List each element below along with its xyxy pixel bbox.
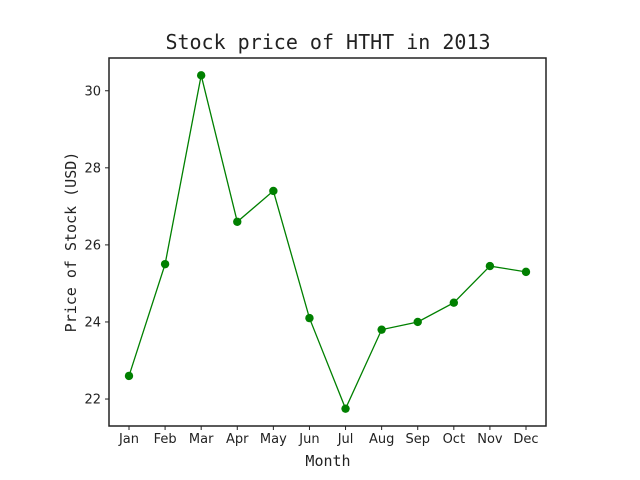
x-tick-label: Dec <box>513 432 538 447</box>
y-tick-label: 28 <box>84 161 101 176</box>
x-tick-label: Jan <box>118 432 139 447</box>
x-tick-label: Feb <box>154 432 177 447</box>
data-point <box>449 298 459 307</box>
x-tick-label: May <box>260 432 287 447</box>
x-axis-label: Month <box>305 452 350 470</box>
x-axis: Jan Feb Mar Apr May Jun Jul Aug Sep Oct Nov Dec <box>118 426 539 447</box>
x-tick-label: Nov <box>477 432 503 447</box>
data-point <box>305 313 314 323</box>
x-tick-label: Jun <box>298 432 319 447</box>
x-tick-label: Aug <box>369 432 394 447</box>
plot-frame <box>108 57 547 427</box>
y-axis: 22 24 26 28 30 <box>84 84 109 408</box>
y-tick-label: 22 <box>84 393 101 408</box>
data-point <box>413 317 422 327</box>
data-point <box>196 71 206 80</box>
data-point <box>485 261 495 271</box>
series-layer <box>124 71 531 413</box>
x-tick-label: Jul <box>337 432 354 447</box>
y-tick-label: 26 <box>84 238 101 253</box>
x-tick-label: Oct <box>443 432 465 447</box>
data-point <box>269 186 278 196</box>
series-line <box>128 75 527 411</box>
data-point <box>521 267 531 277</box>
chart-title: Stock price of HTHT in 2013 <box>165 30 490 54</box>
data-point <box>341 404 350 413</box>
data-point <box>233 217 242 226</box>
data-point <box>377 325 386 334</box>
x-tick-label: Apr <box>226 432 249 447</box>
data-point <box>124 371 134 381</box>
data-point <box>160 259 170 269</box>
x-tick-label: Mar <box>189 432 214 447</box>
y-tick-label: 30 <box>84 84 101 99</box>
y-axis-label: Price of Stock (USD) <box>62 152 80 333</box>
y-tick-label: 24 <box>84 315 101 330</box>
x-tick-label: Sep <box>405 432 430 447</box>
